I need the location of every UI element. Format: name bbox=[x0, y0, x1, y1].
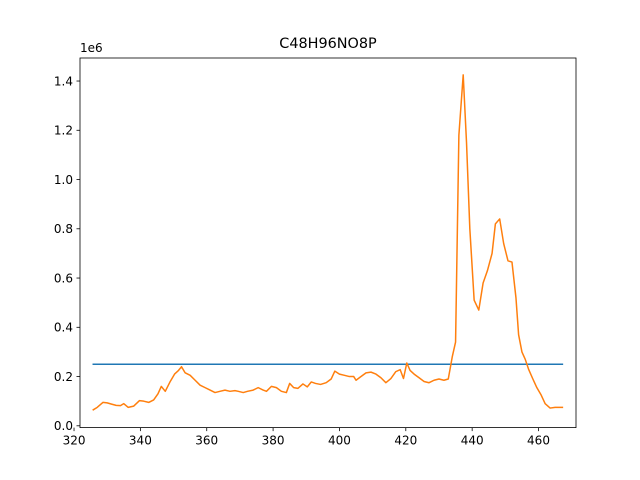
y-axis: 0.0 0.2 0.4 0.6 0.8 1.0 1.2 1.4 bbox=[54, 74, 80, 433]
series-line-2 bbox=[92, 74, 564, 411]
y-tick-label: 0.2 bbox=[54, 370, 73, 384]
x-tick-label: 340 bbox=[129, 434, 152, 448]
y-tick-label: 1.0 bbox=[54, 173, 73, 187]
x-axis: 320 340 360 380 400 420 440 460 bbox=[63, 427, 550, 448]
x-tick-label: 420 bbox=[394, 434, 417, 448]
y-tick-label: 1.4 bbox=[54, 74, 73, 88]
plot-area bbox=[92, 74, 564, 411]
x-tick-label: 360 bbox=[195, 434, 218, 448]
y-tick-label: 0.0 bbox=[54, 419, 73, 433]
y-tick-label: 0.4 bbox=[54, 321, 73, 335]
y-tick-label: 0.8 bbox=[54, 222, 73, 236]
y-tick-label: 1.2 bbox=[54, 124, 73, 138]
plot-frame bbox=[79, 57, 577, 429]
chart-title: C48H96NO8P bbox=[279, 36, 377, 52]
x-tick-label: 400 bbox=[328, 434, 351, 448]
x-tick-label: 320 bbox=[63, 434, 86, 448]
x-tick-label: 380 bbox=[262, 434, 285, 448]
y-offset-label: 1e6 bbox=[80, 41, 103, 55]
x-tick-label: 440 bbox=[461, 434, 484, 448]
x-tick-label: 460 bbox=[527, 434, 550, 448]
y-tick-label: 0.6 bbox=[54, 271, 73, 285]
